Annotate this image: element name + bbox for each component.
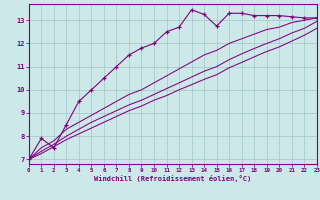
X-axis label: Windchill (Refroidissement éolien,°C): Windchill (Refroidissement éolien,°C): [94, 175, 252, 182]
